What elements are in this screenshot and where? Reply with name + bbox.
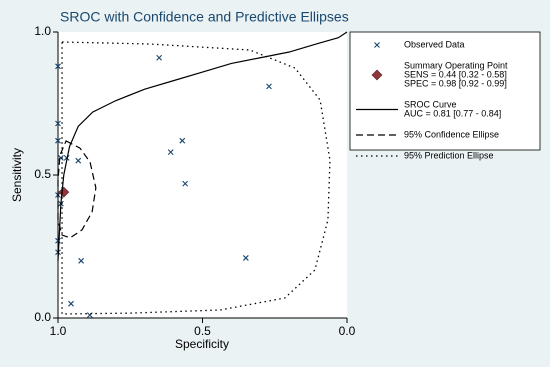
data-point: [167, 149, 174, 156]
data-point: [68, 300, 74, 307]
y-tick-label: 0.0: [34, 310, 51, 324]
plot-area: [58, 32, 347, 318]
data-point: [55, 137, 61, 144]
data-point: [242, 255, 249, 261]
chart-title: SROC with Confidence and Predictive Elli…: [60, 9, 349, 25]
x-tick-label: 0.0: [339, 324, 356, 338]
legend-label: 95% Prediction Ellipse: [404, 150, 494, 160]
legend-label: Observed Data: [404, 39, 465, 49]
legend-detail: SENS = 0.44 [0.32 - 0.58]: [404, 69, 507, 79]
legend-detail: SPEC = 0.98 [0.92 - 0.99]: [404, 78, 507, 88]
data-point: [266, 83, 272, 90]
curve: [57, 31, 348, 261]
y-tick-label: 0.5: [34, 167, 51, 181]
legend-detail: AUC = 0.81 [0.77 - 0.84]: [404, 108, 501, 118]
x-tick-label: 1.0: [50, 324, 67, 338]
legend-label: 95% Confidence Ellipse: [404, 129, 499, 139]
data-point: [55, 63, 61, 70]
data-point: [75, 157, 82, 164]
x-axis-label: Specificity: [175, 337, 229, 351]
y-axis-label: Sensitivity: [10, 148, 24, 202]
legend-label: SROC Curve: [404, 99, 457, 109]
legend-symbol: [374, 42, 380, 48]
data-point: [55, 120, 61, 127]
legend: [349, 31, 541, 151]
data-point: [156, 54, 163, 61]
data-point: [182, 180, 189, 187]
legend-label: Summary Operating Point: [404, 60, 508, 70]
x-tick-label: 0.5: [194, 324, 211, 338]
legend-symbol: [371, 69, 383, 81]
curve: [57, 140, 97, 239]
data-point: [78, 257, 85, 264]
data-point: [179, 137, 186, 144]
y-tick-label: 1.0: [34, 24, 51, 38]
